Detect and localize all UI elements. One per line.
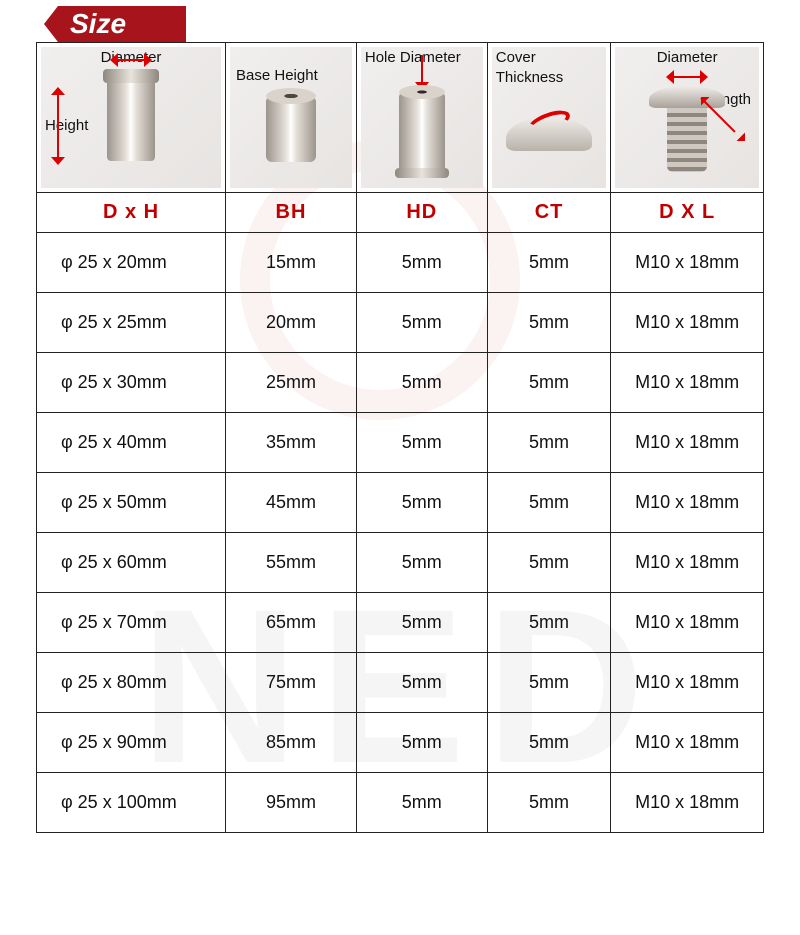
label-cover: Cover: [496, 49, 536, 66]
label-thickness: Thickness: [496, 69, 564, 86]
column-header-row: D x H BH HD CT D X L: [37, 193, 764, 233]
table-cell: 5mm: [487, 233, 611, 293]
table-row: φ 25 x 80mm75mm5mm5mmM10 x 18mm: [37, 653, 764, 713]
table-cell: 5mm: [487, 773, 611, 833]
diameter-arrow-icon: [110, 53, 152, 67]
table-cell: 5mm: [356, 533, 487, 593]
table-cell: M10 x 18mm: [611, 653, 764, 713]
screw-diameter-arrow-icon: [666, 70, 708, 84]
table-cell: 5mm: [356, 653, 487, 713]
table-cell: 5mm: [356, 593, 487, 653]
table-cell: φ 25 x 50mm: [37, 473, 226, 533]
table-cell: 35mm: [226, 413, 357, 473]
table-cell: M10 x 18mm: [611, 533, 764, 593]
label-hole-diameter: Hole Diameter: [365, 49, 461, 66]
table-cell: 5mm: [356, 233, 487, 293]
title-triangle-icon: [44, 6, 58, 42]
col-dxl: D X L: [611, 193, 764, 233]
height-arrow-icon: [51, 87, 65, 165]
table-cell: M10 x 18mm: [611, 413, 764, 473]
col-dxh: D x H: [37, 193, 226, 233]
page-title: Size: [58, 6, 186, 42]
table-cell: 55mm: [226, 533, 357, 593]
table-cell: M10 x 18mm: [611, 593, 764, 653]
table-cell: φ 25 x 70mm: [37, 593, 226, 653]
length-arrow-icon: [691, 87, 751, 147]
table-cell: 75mm: [226, 653, 357, 713]
table-cell: 25mm: [226, 353, 357, 413]
table-row: φ 25 x 70mm65mm5mm5mmM10 x 18mm: [37, 593, 764, 653]
table-cell: 85mm: [226, 713, 357, 773]
table-cell: M10 x 18mm: [611, 353, 764, 413]
table-cell: 5mm: [487, 653, 611, 713]
table-cell: 15mm: [226, 233, 357, 293]
table-cell: 45mm: [226, 473, 357, 533]
illust-hole-diameter: Hole Diameter: [356, 43, 487, 193]
col-ct: CT: [487, 193, 611, 233]
hole-cylinder-icon: [399, 92, 445, 172]
title-bar: Size: [44, 6, 764, 42]
table-cell: 5mm: [356, 293, 487, 353]
table-cell: M10 x 18mm: [611, 773, 764, 833]
table-cell: 5mm: [356, 713, 487, 773]
standoff-icon: [107, 79, 155, 161]
table-cell: φ 25 x 40mm: [37, 413, 226, 473]
table-row: φ 25 x 20mm15mm5mm5mmM10 x 18mm: [37, 233, 764, 293]
table-row: φ 25 x 100mm95mm5mm5mmM10 x 18mm: [37, 773, 764, 833]
table-cell: 65mm: [226, 593, 357, 653]
col-bh: BH: [226, 193, 357, 233]
table-cell: φ 25 x 30mm: [37, 353, 226, 413]
table-cell: 5mm: [487, 293, 611, 353]
cover-icon: [506, 117, 592, 151]
table-cell: 5mm: [487, 473, 611, 533]
table-cell: 5mm: [487, 353, 611, 413]
table-row: φ 25 x 25mm20mm5mm5mmM10 x 18mm: [37, 293, 764, 353]
table-row: φ 25 x 60mm55mm5mm5mmM10 x 18mm: [37, 533, 764, 593]
table-cell: φ 25 x 100mm: [37, 773, 226, 833]
thickness-arrow-icon: [525, 106, 573, 138]
table-cell: φ 25 x 80mm: [37, 653, 226, 713]
illust-screw: Diameter Length: [611, 43, 764, 193]
table-cell: 95mm: [226, 773, 357, 833]
table-cell: M10 x 18mm: [611, 293, 764, 353]
table-cell: 5mm: [487, 413, 611, 473]
table-cell: 5mm: [356, 773, 487, 833]
col-hd: HD: [356, 193, 487, 233]
table-cell: φ 25 x 25mm: [37, 293, 226, 353]
table-cell: 20mm: [226, 293, 357, 353]
table-cell: M10 x 18mm: [611, 713, 764, 773]
table-cell: 5mm: [487, 713, 611, 773]
table-cell: 5mm: [356, 413, 487, 473]
table-cell: φ 25 x 60mm: [37, 533, 226, 593]
table-row: φ 25 x 40mm35mm5mm5mmM10 x 18mm: [37, 413, 764, 473]
illustration-row: Diameter Height Base Height: [37, 43, 764, 193]
label-screw-diameter: Diameter: [657, 49, 718, 66]
illust-base-height: Base Height: [226, 43, 357, 193]
table-cell: 5mm: [356, 473, 487, 533]
table-row: φ 25 x 90mm85mm5mm5mmM10 x 18mm: [37, 713, 764, 773]
table-cell: M10 x 18mm: [611, 233, 764, 293]
table-cell: φ 25 x 20mm: [37, 233, 226, 293]
size-table-body: φ 25 x 20mm15mm5mm5mmM10 x 18mmφ 25 x 25…: [37, 233, 764, 833]
table-cell: M10 x 18mm: [611, 473, 764, 533]
base-cylinder-icon: [266, 96, 316, 162]
illust-cover-thickness: Cover Thickness: [487, 43, 611, 193]
table-cell: φ 25 x 90mm: [37, 713, 226, 773]
table-row: φ 25 x 30mm25mm5mm5mmM10 x 18mm: [37, 353, 764, 413]
label-base-height: Base Height: [236, 67, 318, 84]
table-cell: 5mm: [487, 533, 611, 593]
table-cell: 5mm: [487, 593, 611, 653]
table-cell: 5mm: [356, 353, 487, 413]
size-table: Diameter Height Base Height: [36, 42, 764, 833]
table-row: φ 25 x 50mm45mm5mm5mmM10 x 18mm: [37, 473, 764, 533]
illust-diameter-height: Diameter Height: [37, 43, 226, 193]
